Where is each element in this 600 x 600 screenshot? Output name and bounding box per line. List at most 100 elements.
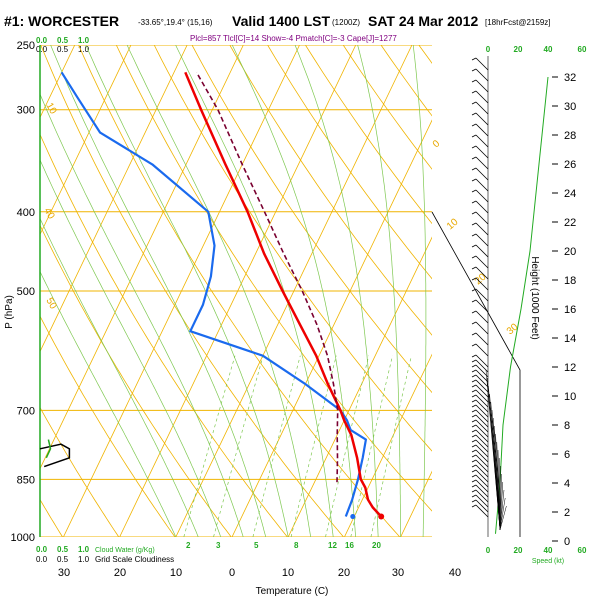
mixing-ratio-line: [290, 355, 337, 537]
dewpoint-line: [60, 71, 367, 517]
wind-bot-tick-20: 20: [514, 546, 523, 555]
wind-barb: [471, 310, 489, 324]
mixing-ratio-label: 16: [345, 541, 354, 550]
dry-adiabat: [191, 45, 432, 394]
cloudiness-title: Grid Scale Cloudiness: [95, 555, 174, 564]
dry-adiabat: [267, 45, 432, 280]
pressure-tick-label: 1000: [11, 532, 35, 544]
series-layer: [39, 71, 385, 520]
temperature-tick-label: 10: [282, 567, 294, 579]
plot-grid: [40, 45, 432, 537]
wind-barb: [471, 244, 489, 258]
moist-adiabat: [85, 45, 289, 537]
temperature-tick-label: 0: [229, 567, 235, 579]
cloud-top-green-05: 0.5: [57, 36, 69, 45]
dry-adiabat-label: 50: [43, 296, 58, 312]
surface-dewpoint-dot: [350, 514, 356, 520]
height-tick-label: 22: [564, 217, 576, 229]
wind-barb: [471, 444, 489, 458]
wind-top-tick-20: 20: [514, 45, 523, 54]
parcel-line: [195, 71, 339, 483]
wind-barb: [471, 464, 489, 478]
cloud-top-black-05: 0.5: [57, 45, 69, 54]
cloud-top-green-1: 1.0: [78, 36, 90, 45]
isotherm-10: [287, 236, 432, 537]
wind-barb: [471, 389, 489, 403]
wind-speed-curve: [495, 76, 549, 534]
wind-region-border: [431, 211, 521, 537]
wind-barb: [471, 222, 489, 236]
height-tick-label: 14: [564, 333, 576, 345]
wind-barb: [471, 101, 489, 115]
station-title: #1: WORCESTER: [4, 13, 119, 29]
wind-barb: [499, 497, 506, 531]
wind-barb: [471, 504, 489, 518]
wind-barb: [471, 414, 489, 428]
wind-top-tick-60: 60: [578, 45, 587, 54]
forecast-info: [18hrFcst@2159z]: [485, 18, 550, 27]
wind-barb: [471, 364, 489, 378]
isotherm-20: [344, 353, 432, 537]
wind-barb: [471, 399, 489, 413]
dry-adiabat: [40, 315, 176, 537]
height-tick-label: 18: [564, 275, 576, 287]
wind-barb: [471, 394, 489, 408]
height-tick-label: 32: [564, 72, 576, 84]
wind-barb: [471, 384, 489, 398]
wind-barb: [471, 494, 489, 508]
moist-adiabat: [40, 217, 199, 537]
wind-barb: [471, 489, 489, 503]
dry-adiabat: [229, 45, 432, 336]
mixing-ratio-line: [325, 355, 370, 537]
wind-layer: [431, 56, 549, 537]
stability-indices: Plcl=857 Tlcl[C]=14 Show=-4 Pmatch[C]=-3…: [190, 34, 397, 43]
wind-barb: [471, 266, 489, 280]
grid-layer: [39, 45, 432, 537]
height-tick-label: 4: [564, 478, 570, 490]
wind-speed-label: Speed (kt): [532, 558, 564, 565]
moist-adiabat: [40, 270, 177, 537]
dry-adiabat: [115, 45, 432, 512]
dry-adiabat-label: 0: [431, 138, 443, 150]
wind-barb: [471, 369, 489, 383]
mixing-ratio-label: 5: [254, 541, 259, 550]
dry-adiabat: [40, 133, 288, 537]
wind-barb: [471, 374, 489, 388]
grid-cloudiness-line: [39, 443, 71, 468]
mixing-ratio-label: 3: [216, 541, 221, 550]
wind-barb: [471, 459, 489, 473]
wind-barb: [471, 484, 489, 498]
dry-adiabat: [40, 45, 344, 537]
height-tick-label: 28: [564, 130, 576, 142]
wind-barb: [471, 134, 489, 148]
wind-barb: [499, 505, 507, 531]
surface-temperature-dot: [378, 513, 385, 520]
height-tick-label: 12: [564, 362, 576, 374]
wind-barb: [471, 233, 489, 247]
wind-barb: [471, 434, 489, 448]
moist-adiabat: [294, 45, 379, 537]
height-tick-label: 10: [564, 391, 576, 403]
isotherm--20: [119, 45, 357, 537]
moist-adiabat: [50, 45, 267, 537]
height-tick-label: 6: [564, 449, 570, 461]
wind-barb: [471, 167, 489, 181]
moist-adiabat: [40, 159, 222, 537]
temperature-tick-label: 10: [170, 567, 182, 579]
wind-barb: [471, 439, 489, 453]
wind-barb: [471, 454, 489, 468]
moist-adiabat: [357, 45, 401, 537]
dry-adiabat: [418, 45, 432, 64]
pressure-tick-label: 300: [17, 105, 35, 117]
isotherm--30: [63, 45, 300, 537]
wind-top-tick-0: 0: [486, 45, 491, 54]
height-tick-label: 30: [564, 101, 576, 113]
wind-barb: [499, 473, 502, 531]
wind-bot-tick-60: 60: [578, 546, 587, 555]
wind-barb: [471, 429, 489, 443]
pressure-tick-label: 700: [17, 405, 35, 417]
wind-barb: [471, 90, 489, 104]
dry-adiabat: [153, 45, 432, 452]
